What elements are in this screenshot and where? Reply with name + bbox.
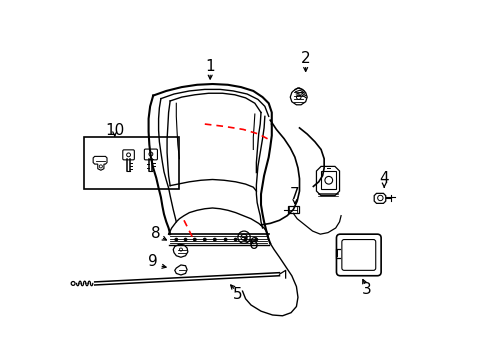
Circle shape [174, 238, 178, 241]
Bar [287, 206, 298, 213]
Text: 4: 4 [379, 171, 388, 186]
Text: 9: 9 [148, 255, 158, 269]
Circle shape [193, 238, 196, 241]
Text: 7: 7 [289, 186, 299, 202]
Text: 2: 2 [300, 51, 310, 66]
Text: 8: 8 [151, 226, 161, 241]
Text: 6: 6 [248, 238, 258, 252]
Bar [84, 137, 179, 189]
Text: 10: 10 [105, 123, 124, 139]
Circle shape [213, 238, 216, 241]
Circle shape [244, 238, 246, 241]
Circle shape [254, 238, 257, 241]
Text: 1: 1 [205, 59, 215, 74]
Text: 3: 3 [361, 282, 370, 297]
Bar [321, 171, 336, 189]
Circle shape [224, 238, 226, 241]
Circle shape [183, 238, 187, 241]
Text: 5: 5 [233, 287, 242, 302]
Circle shape [203, 238, 206, 241]
Circle shape [234, 238, 237, 241]
